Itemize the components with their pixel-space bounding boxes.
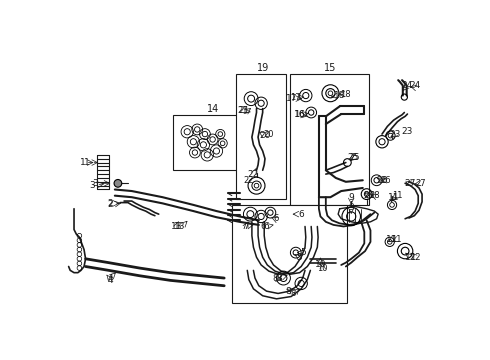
- Text: 6: 6: [274, 214, 279, 223]
- Text: 8: 8: [277, 274, 283, 283]
- Text: 18: 18: [334, 91, 345, 100]
- Text: 8: 8: [272, 274, 278, 283]
- Text: 6: 6: [264, 222, 270, 231]
- Text: 11: 11: [388, 193, 399, 202]
- Text: 12: 12: [410, 253, 420, 262]
- Text: 13: 13: [174, 222, 185, 231]
- Text: 16: 16: [294, 110, 305, 119]
- Text: 28: 28: [363, 191, 375, 200]
- Text: 11: 11: [386, 235, 398, 244]
- Text: 10: 10: [315, 260, 326, 269]
- Text: 6: 6: [260, 222, 266, 231]
- Text: 2: 2: [107, 201, 113, 210]
- Text: 1: 1: [84, 158, 90, 167]
- Text: 1: 1: [79, 158, 85, 167]
- Text: 9: 9: [348, 203, 354, 212]
- Text: 22: 22: [244, 176, 254, 185]
- Text: 26: 26: [381, 176, 391, 185]
- Text: 21: 21: [239, 107, 250, 116]
- Text: 10: 10: [318, 264, 328, 273]
- Text: 7: 7: [242, 222, 247, 231]
- Text: 24: 24: [410, 81, 421, 90]
- Text: 20: 20: [259, 131, 270, 140]
- Text: 17: 17: [291, 93, 301, 102]
- Text: 19: 19: [257, 63, 269, 73]
- Text: 23: 23: [390, 130, 401, 139]
- Circle shape: [114, 180, 122, 187]
- Text: 28: 28: [369, 191, 380, 200]
- Bar: [290, 74, 369, 205]
- Text: 14: 14: [206, 104, 219, 114]
- Text: 5: 5: [297, 253, 302, 262]
- Bar: [237, 74, 286, 199]
- Text: 8: 8: [285, 287, 291, 296]
- Text: 3: 3: [89, 181, 95, 190]
- Text: 3: 3: [92, 179, 98, 188]
- Bar: [172, 115, 238, 170]
- Text: 9: 9: [348, 193, 354, 202]
- Text: 4: 4: [107, 276, 113, 285]
- Text: 8: 8: [291, 289, 296, 298]
- Text: 11: 11: [392, 191, 403, 200]
- Text: 26: 26: [376, 176, 388, 185]
- Text: 27: 27: [405, 179, 416, 188]
- Text: 23: 23: [402, 127, 413, 136]
- Text: 2: 2: [107, 199, 113, 208]
- Text: 6: 6: [298, 210, 304, 219]
- Text: 11: 11: [391, 235, 401, 244]
- Text: 25: 25: [348, 153, 359, 162]
- Text: 22: 22: [248, 170, 259, 179]
- Text: 15: 15: [324, 63, 337, 73]
- Text: 4: 4: [107, 274, 113, 283]
- Text: 7: 7: [243, 222, 248, 231]
- Text: 20: 20: [264, 130, 274, 139]
- Text: 16: 16: [294, 109, 305, 118]
- Text: 13: 13: [171, 222, 182, 231]
- Text: 25: 25: [350, 153, 360, 162]
- Text: 5: 5: [300, 248, 306, 257]
- Text: 17: 17: [286, 94, 298, 103]
- Bar: [232, 205, 347, 303]
- Text: 12: 12: [405, 253, 416, 262]
- Text: 24: 24: [402, 81, 413, 90]
- Text: 18: 18: [341, 90, 351, 99]
- Text: 21: 21: [237, 107, 248, 116]
- Text: 27: 27: [415, 179, 426, 188]
